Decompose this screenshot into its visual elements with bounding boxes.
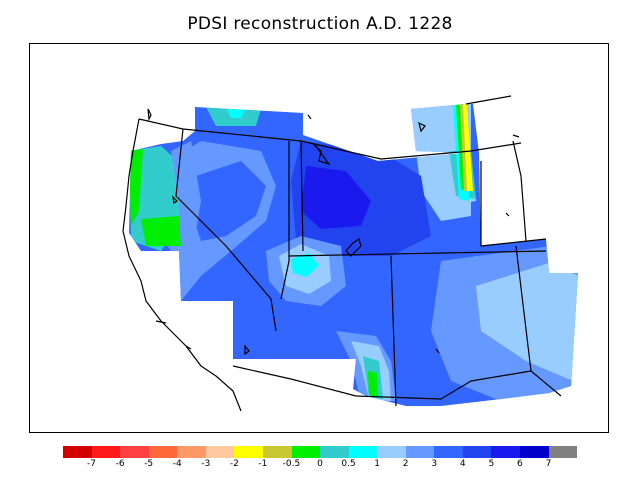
colorbar-swatch bbox=[262, 446, 292, 458]
colorbar-swatch bbox=[348, 446, 378, 458]
colorbar-tick-label: -2 bbox=[229, 459, 239, 469]
field-dark-blue-center bbox=[301, 166, 371, 229]
field-cyan-north bbox=[226, 107, 246, 118]
coastline bbox=[122, 118, 242, 412]
colorbar-swatch bbox=[405, 446, 435, 458]
colorbar-tick-label: 2 bbox=[402, 459, 409, 469]
border-mexico bbox=[232, 365, 562, 400]
border-north-far-east bbox=[465, 95, 512, 105]
lake-small-5 bbox=[505, 212, 510, 217]
border-ca-nv bbox=[175, 128, 277, 332]
border-id-wy bbox=[300, 140, 304, 252]
colorbar-tick-label: 3 bbox=[431, 459, 438, 469]
colorbar-swatch bbox=[548, 446, 578, 458]
colorbar-swatch bbox=[291, 446, 321, 458]
border-ne-edge bbox=[512, 140, 527, 242]
field-green-sw bbox=[141, 216, 181, 246]
colorbar-swatch bbox=[377, 446, 406, 458]
colorbar-swatch bbox=[63, 446, 92, 458]
map-title: PDSI reconstruction A.D. 1228 bbox=[187, 14, 453, 34]
colorbar-tick-label: -3 bbox=[201, 459, 211, 469]
great-salt-lake bbox=[312, 143, 331, 166]
field-cyan-middle bbox=[291, 253, 319, 277]
lake-small-4 bbox=[244, 344, 250, 356]
lake-ne bbox=[418, 121, 426, 133]
border-nv-ut bbox=[280, 141, 290, 300]
lake-small-9 bbox=[172, 195, 178, 205]
colorbar-tick-label: 0 bbox=[317, 459, 323, 469]
colorbar-tick-label: -0.5 bbox=[282, 459, 301, 469]
lake-small-8 bbox=[185, 345, 192, 350]
field-medium-blue-west bbox=[191, 161, 266, 241]
colorbar-swatch bbox=[148, 446, 178, 458]
lake-small-3 bbox=[435, 348, 440, 354]
colorbar-swatch bbox=[462, 446, 492, 458]
colorbar bbox=[63, 446, 578, 458]
field-pale-blue-se-inner bbox=[476, 263, 578, 381]
field-green-south bbox=[368, 371, 378, 397]
colorbar-swatch bbox=[520, 446, 549, 458]
colorbar-tick-label: -5 bbox=[144, 459, 154, 469]
colorbar-swatch bbox=[320, 446, 349, 458]
lakes bbox=[147, 108, 520, 356]
colorbar-tick-label: -4 bbox=[172, 459, 182, 469]
pdsi-field bbox=[129, 104, 578, 406]
border-nm-tx bbox=[515, 245, 532, 372]
border-az-nm bbox=[390, 255, 397, 407]
colorbar-labels: -7 -6 -5 -4 -3 -2 -1 -0.5 0 0.5 1 2 3 4 5 6 7 bbox=[0, 459, 640, 473]
field-yellow-ne bbox=[463, 104, 473, 191]
colorbar-swatch bbox=[434, 446, 463, 458]
colorbar-swatch bbox=[234, 446, 263, 458]
colorbar-tick-label: 4 bbox=[459, 459, 466, 469]
border-north-east bbox=[300, 140, 522, 160]
colorbar-swatch bbox=[205, 446, 235, 458]
colorbar-tick-label: -6 bbox=[115, 459, 125, 469]
colorbar-tick-label: 1 bbox=[374, 459, 380, 469]
colorbar-swatch bbox=[120, 446, 149, 458]
colorbar-tick-label: 5 bbox=[488, 459, 495, 469]
colorbar-swatch bbox=[177, 446, 206, 458]
colorbar-tick-label: 6 bbox=[517, 459, 523, 469]
colorbar-swatch bbox=[91, 446, 121, 458]
lake-small-7 bbox=[155, 320, 167, 324]
map-frame bbox=[29, 43, 609, 433]
lake-central bbox=[345, 238, 362, 257]
state-boundaries bbox=[122, 95, 562, 412]
border-ut-co bbox=[288, 250, 547, 257]
colorbar-swatch bbox=[491, 446, 520, 458]
pdsi-map bbox=[122, 95, 578, 412]
lake-small-2 bbox=[307, 114, 312, 120]
lake-small-1 bbox=[147, 108, 152, 122]
colorbar-tick-label: -7 bbox=[87, 459, 97, 469]
border-co-east bbox=[480, 161, 547, 247]
colorbar-tick-label: -1 bbox=[258, 459, 268, 469]
field-green-west bbox=[129, 149, 143, 226]
colorbar-tick-label: 0.5 bbox=[341, 459, 356, 469]
lake-small-6 bbox=[512, 134, 520, 138]
colorbar-tick-label: 7 bbox=[545, 459, 552, 469]
